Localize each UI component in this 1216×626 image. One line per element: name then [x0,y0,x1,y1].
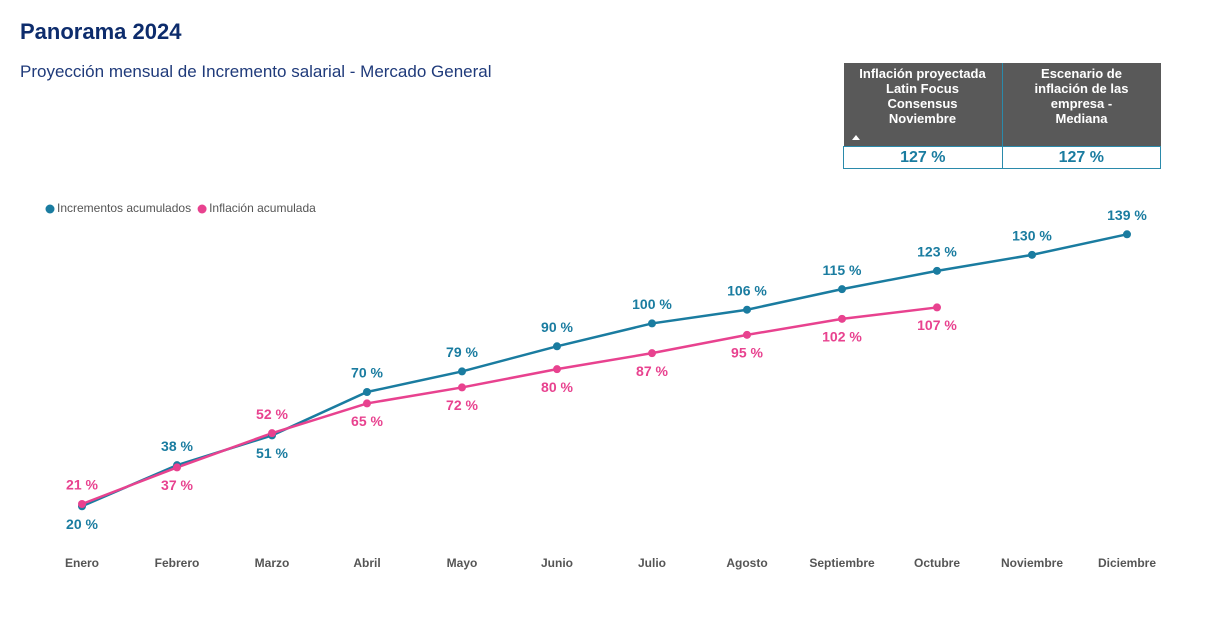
data-point [553,365,561,374]
table-row: 127 % 127 % [843,146,1161,169]
data-label: 130 % [1012,228,1052,244]
data-label: 72 % [446,397,478,413]
kpi-table: Inflación proyectada Latin Focus Consensus… [843,63,1161,169]
data-point [743,305,751,314]
data-label: 21 % [66,477,98,493]
sort-icon[interactable] [851,135,860,140]
series-line [81,306,938,506]
header-line: Inflación proyectada [859,66,986,81]
x-tick-label: Marzo [255,556,290,570]
legend-marker [197,204,207,214]
header-line: Escenario de [1041,66,1122,81]
data-point [933,303,941,312]
header-line: Consensus [887,96,958,111]
header-line: Noviembre [888,111,957,126]
data-label: 65 % [351,413,383,429]
data-label: 107 % [917,317,957,333]
x-tick-label: Octubre [914,556,960,570]
data-point [648,319,656,328]
data-label: 106 % [727,282,767,298]
data-label: 139 % [1107,207,1147,223]
x-tick-label: Julio [638,556,666,570]
data-point [78,500,86,508]
data-point [553,342,561,351]
x-tick-label: Junio [541,556,573,570]
data-point [648,349,656,358]
data-label: 95 % [731,345,763,361]
data-point [458,383,466,392]
data-label: 80 % [541,379,573,395]
legend-label: Inflación acumulada [209,201,316,215]
data-label: 115 % [823,262,862,278]
data-label: 37 % [161,477,193,493]
data-point [1028,250,1036,259]
data-point [268,429,276,438]
data-label: 38 % [161,438,193,454]
legend-label: Incrementos acumulados [57,201,191,215]
subtitle: Proyección mensual de Incremento salaria… [20,62,492,81]
x-tick-label: Febrero [155,556,200,570]
table-cell: 127 % [843,146,1003,169]
header-line: Latin Focus [886,81,959,96]
header-line: empresa - [1050,96,1113,111]
data-point [1123,230,1131,239]
data-point [363,399,371,408]
data-label: 79 % [446,344,478,360]
data-label: 51 % [256,445,288,461]
data-label: 102 % [822,329,862,345]
series-line [81,233,1128,508]
data-point [838,285,846,294]
data-label: 52 % [256,406,288,422]
data-point [743,330,751,339]
x-tick-label: Noviembre [1001,556,1063,570]
legend-marker [45,204,55,214]
data-label: 100 % [632,296,672,312]
header-line: inflación de las [1034,81,1129,96]
data-point [458,367,466,376]
x-tick-label: Abril [353,556,380,570]
data-point [173,463,181,472]
data-label: 123 % [917,244,957,260]
data-label: 20 % [66,516,98,532]
data-label: 70 % [351,365,383,381]
data-point [838,314,846,323]
data-label: 87 % [636,363,668,379]
header-line: Mediana [1055,111,1108,126]
x-tick-label: Enero [65,556,99,570]
data-label: 90 % [541,319,573,335]
title: Panorama 2024 [20,19,182,44]
table-header: Escenario de inflación de las empresa - Med… [1002,63,1161,147]
x-tick-label: Agosto [726,556,767,570]
data-point [363,388,371,396]
x-tick-label: Mayo [447,556,478,570]
table-cell: 127 % [1001,146,1161,169]
table-header: Inflación proyectada Latin Focus Consensus… [843,63,1003,147]
x-tick-label: Diciembre [1098,556,1156,570]
data-point [933,266,941,275]
x-tick-label: Septiembre [809,556,875,570]
